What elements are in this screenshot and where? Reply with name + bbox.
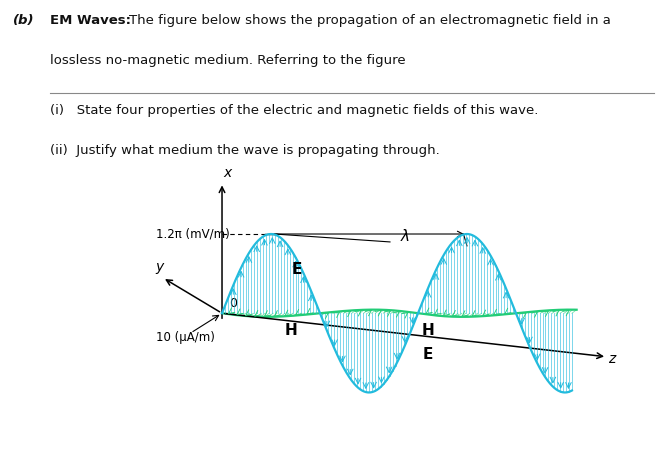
Text: E: E [422,347,433,362]
Text: 0: 0 [229,297,237,310]
Text: (i)   State four properties of the electric and magnetic fields of this wave.: (i) State four properties of the electri… [50,104,538,117]
Text: 1.2π (mV/m): 1.2π (mV/m) [155,228,229,241]
Text: (b): (b) [13,14,35,27]
Text: 10 (μA/m): 10 (μA/m) [155,330,214,343]
Text: H: H [422,323,434,338]
Text: lossless no-magnetic medium. Referring to the figure: lossless no-magnetic medium. Referring t… [50,54,405,67]
Text: x: x [223,166,232,180]
Text: z: z [608,352,615,366]
Text: E: E [292,262,301,277]
Text: (ii)  Justify what medium the wave is propagating through.: (ii) Justify what medium the wave is pro… [50,144,440,157]
Text: EM Waves:: EM Waves: [50,14,131,27]
Text: λ: λ [401,229,409,244]
Text: The figure below shows the propagation of an electromagnetic field in a: The figure below shows the propagation o… [129,14,611,27]
Text: y: y [155,260,163,273]
Text: H: H [284,323,297,338]
